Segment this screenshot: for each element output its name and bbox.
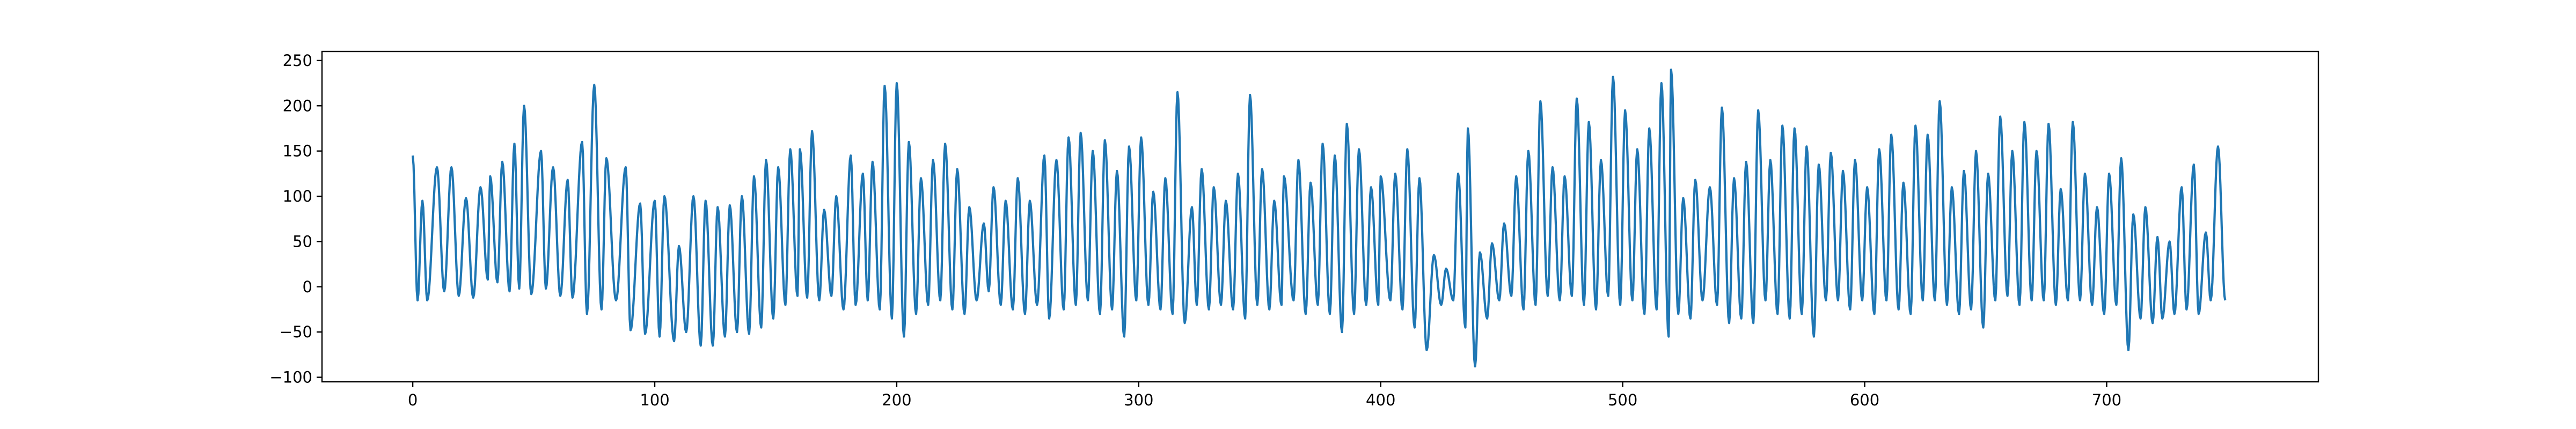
y-tick-label: −100 (269, 368, 312, 387)
y-tick-label: 0 (303, 278, 312, 296)
x-tick-label: 100 (640, 391, 669, 409)
y-tick-label: 50 (292, 232, 312, 250)
x-tick-label: 600 (1850, 391, 1879, 409)
y-tick-label: 150 (283, 142, 312, 160)
series-layer (412, 68, 2227, 368)
x-tick-label: 400 (1366, 391, 1395, 409)
y-axis: −100 −50 0 50 100 150 200 250 (269, 51, 322, 387)
x-tick-label: 200 (882, 391, 911, 409)
x-tick-label: 300 (1124, 391, 1153, 409)
x-tick-label: 500 (1608, 391, 1637, 409)
y-tick-label: 250 (283, 51, 312, 70)
y-tick-label: 200 (283, 97, 312, 115)
series-line (412, 68, 2227, 368)
x-axis: 0 100 200 300 400 500 600 700 (408, 382, 2121, 409)
x-tick-label: 0 (408, 391, 418, 409)
y-tick-label: −50 (280, 323, 312, 341)
plot-frame (321, 50, 2319, 383)
y-tick-label: 100 (283, 187, 312, 205)
x-tick-label: 700 (2092, 391, 2121, 409)
